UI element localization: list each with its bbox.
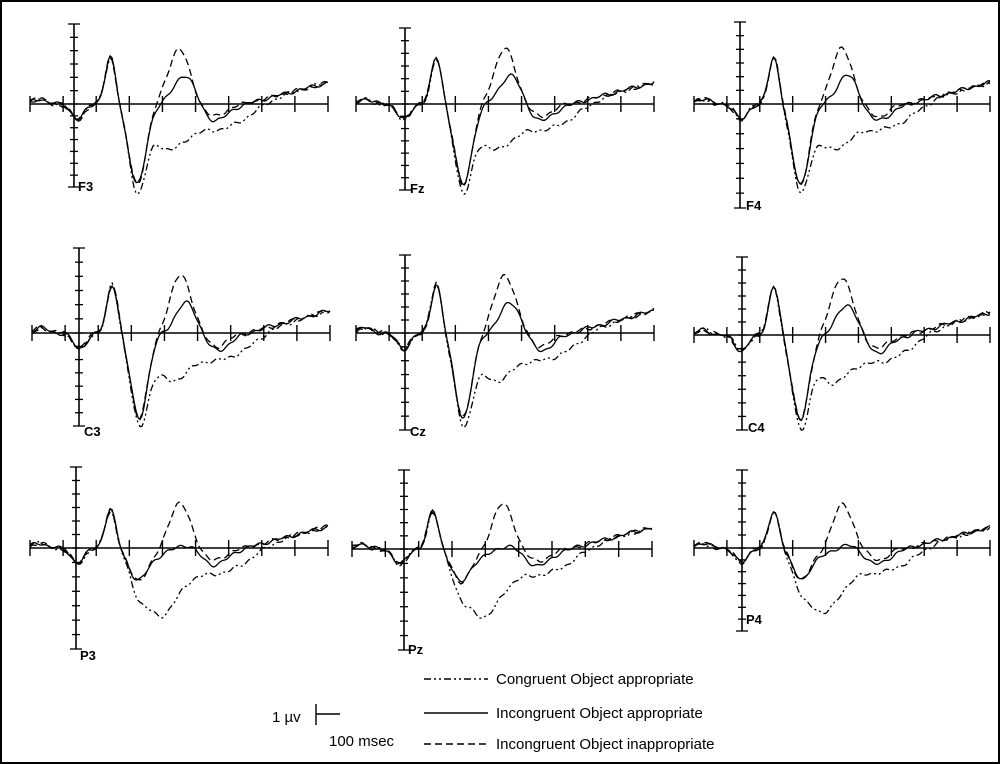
waveform-congruent-appropriate — [355, 284, 655, 429]
legend-label-congruent-appropriate: Congruent Object appropriate — [496, 671, 694, 688]
waveform-incongruent-inappropriate — [693, 46, 991, 186]
scale-bar: 1 µv 100 msec — [272, 704, 395, 750]
waveform-incongruent-appropriate — [351, 508, 653, 583]
waveform-congruent-appropriate — [351, 509, 653, 619]
panel-p3: P3 — [29, 466, 329, 663]
legend-label-incongruent-appropriate: Incongruent Object appropriate — [496, 705, 703, 722]
waveform-incongruent-inappropriate — [29, 48, 329, 185]
electrode-label: Fz — [410, 181, 425, 196]
waveform-congruent-appropriate — [356, 56, 655, 196]
waveform-incongruent-inappropriate — [31, 274, 331, 420]
erp-panels: F3 Fz F4 C3 Cz C4 P3 Pz P4 — [29, 21, 991, 663]
waveform-congruent-appropriate — [31, 281, 331, 428]
waveform-incongruent-inappropriate — [351, 503, 653, 585]
waveform-incongruent-inappropriate — [693, 502, 991, 580]
waveform-incongruent-appropriate — [693, 511, 991, 580]
waveform-congruent-appropriate — [29, 57, 329, 195]
legend: Congruent Object appropriate Incongruent… — [424, 671, 714, 753]
panel-c4: C4 — [693, 256, 991, 435]
electrode-label: Pz — [408, 642, 424, 657]
electrode-label: Cz — [410, 424, 426, 439]
waveform-incongruent-inappropriate — [29, 501, 329, 581]
scale-bar-time-label: 100 msec — [329, 733, 395, 750]
legend-item-incongruent-appropriate: Incongruent Object appropriate — [424, 705, 703, 722]
scale-bar-amplitude-label: 1 µv — [272, 709, 301, 726]
waveform-incongruent-inappropriate — [693, 278, 991, 421]
legend-item-congruent-appropriate: Congruent Object appropriate — [424, 671, 694, 688]
panel-f3: F3 — [29, 23, 329, 195]
panel-f4: F4 — [693, 21, 991, 213]
waveform-incongruent-appropriate — [29, 54, 329, 184]
waveform-incongruent-appropriate — [355, 56, 655, 186]
waveform-incongruent-appropriate — [693, 285, 991, 422]
electrode-label: F4 — [746, 198, 762, 213]
legend-item-incongruent-inappropriate: Incongruent Object inappropriate — [424, 736, 714, 753]
electrode-label: F3 — [78, 179, 93, 194]
panel-fz: Fz — [355, 27, 655, 196]
panel-pz: Pz — [351, 469, 653, 657]
waveform-incongruent-inappropriate — [355, 274, 655, 417]
waveform-incongruent-inappropriate — [355, 47, 655, 187]
electrode-label: C3 — [84, 424, 101, 439]
waveform-incongruent-appropriate — [355, 284, 655, 419]
panel-p4: P4 — [693, 469, 991, 632]
electrode-label: P3 — [80, 648, 96, 663]
electrode-label: C4 — [748, 420, 765, 435]
electrode-label: P4 — [746, 612, 763, 627]
panel-cz: Cz — [355, 254, 655, 439]
waveform-incongruent-appropriate — [31, 284, 331, 421]
legend-label-incongruent-inappropriate: Incongruent Object inappropriate — [496, 736, 714, 753]
panel-c3: C3 — [31, 247, 331, 439]
